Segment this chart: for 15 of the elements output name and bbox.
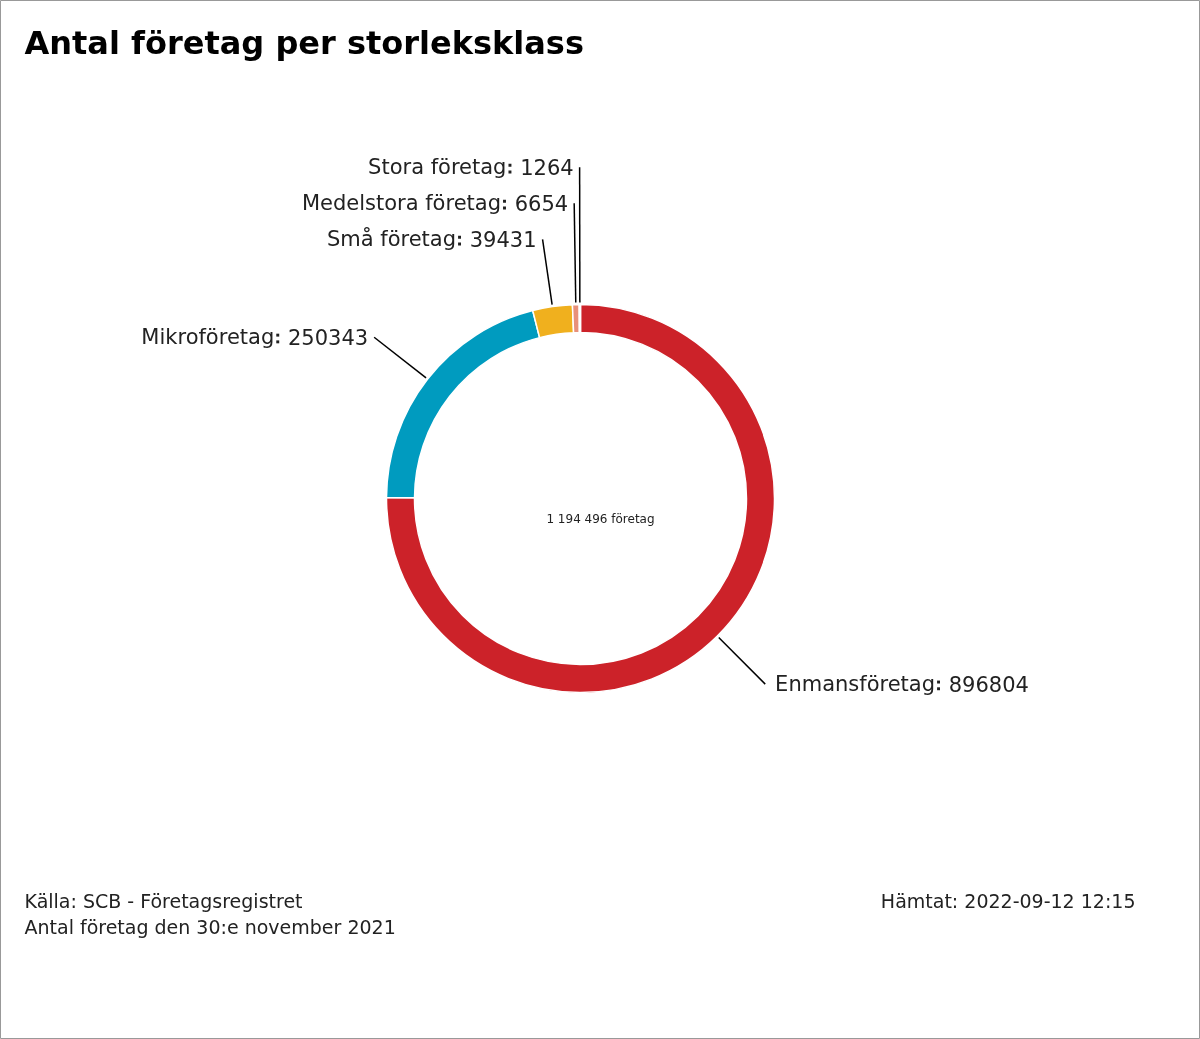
text: Antal företag den 30:e november 2021 [24,915,396,938]
data-label: 39431 [469,228,537,253]
slice-label: Enmansföretag [775,672,936,697]
data-label: 250343 [287,326,369,351]
text: Hämtat: 2022-09-12 12:15 [880,889,1136,912]
slice-label: Mikroföretag [141,325,275,350]
data-label: 1264 [520,156,574,181]
chart-title: Antal företag per storleksklass [24,23,584,62]
slice-label: Stora företag [368,155,507,180]
slice-label: Medelstora företag [301,191,501,216]
data-label: 6654 [514,192,569,217]
slice-label: Små företag [326,226,457,252]
data-label: 896804 [948,673,1029,698]
text: Källa: SCB - Företagsregistret [24,889,303,912]
text: 1 194 496 företag [546,511,655,526]
